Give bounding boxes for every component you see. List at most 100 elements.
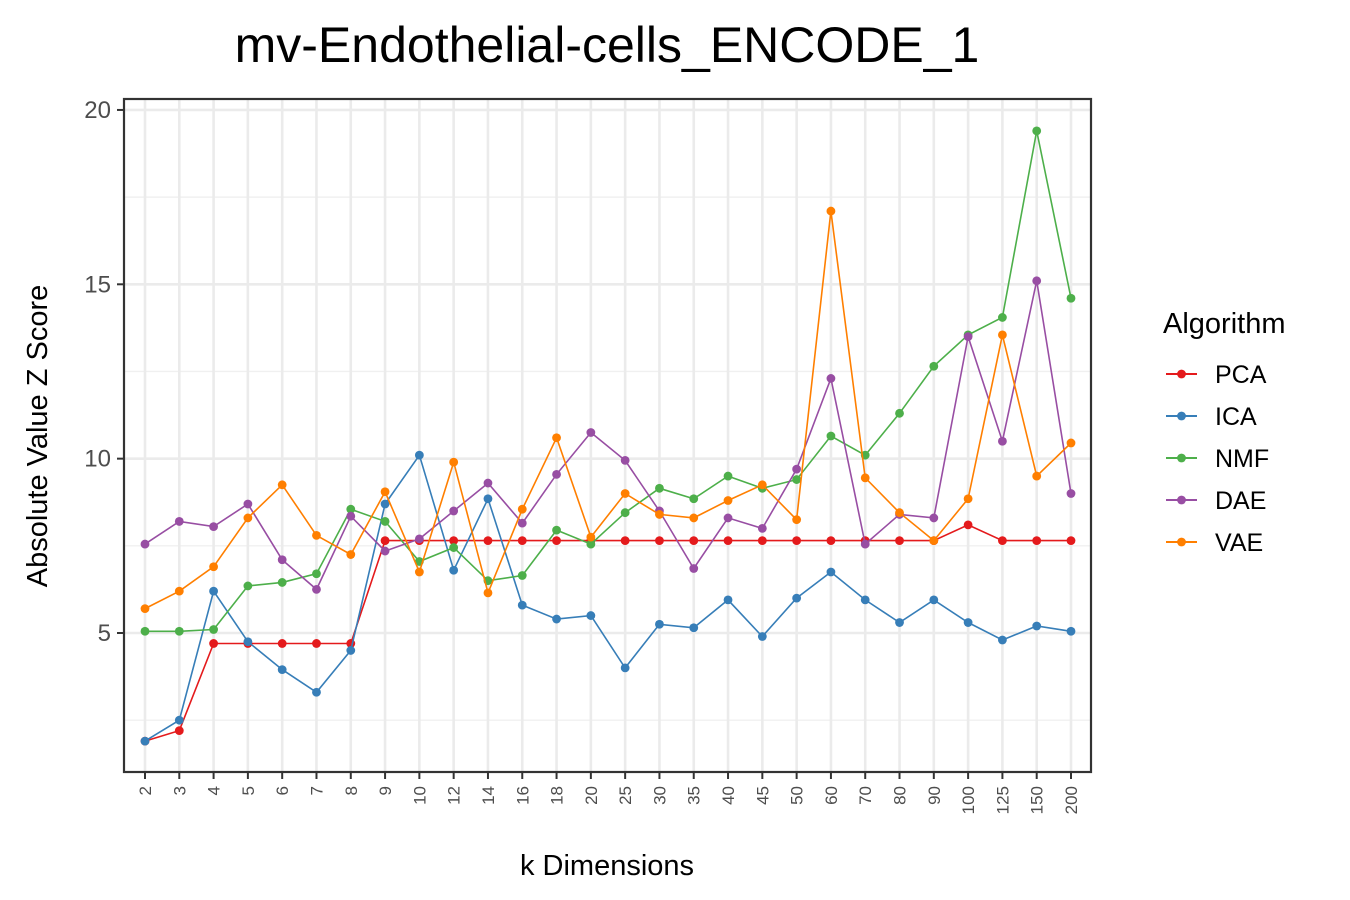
data-point-dae [586, 428, 596, 437]
legend-item-ica: ICA [1166, 403, 1257, 431]
series-line-ica [144, 453, 1072, 742]
legend-label: NMF [1215, 445, 1269, 473]
x-tick-label: 125 [993, 786, 1012, 814]
data-point-pca [380, 536, 390, 545]
data-point-vae [517, 504, 527, 514]
x-tick-label: 150 [1028, 786, 1047, 814]
series-line-pca [144, 524, 1071, 742]
series-dae [140, 276, 1076, 594]
data-point-vae [757, 480, 767, 490]
data-point-dae [414, 534, 424, 544]
x-tick-label: 5 [239, 786, 258, 795]
data-point-dae [757, 523, 767, 533]
data-point-ica [620, 663, 630, 673]
x-tick-label: 100 [959, 786, 978, 814]
series-line-nmf [145, 130, 1072, 633]
data-point-ica [277, 665, 287, 675]
data-point-pca [277, 639, 287, 648]
legend-swatch-point [1177, 411, 1186, 421]
data-point-pca [1032, 536, 1042, 545]
x-tick-label: 80 [891, 786, 910, 805]
data-point-dae [312, 585, 321, 594]
data-point-ica [1032, 621, 1042, 631]
data-point-vae [655, 510, 664, 519]
data-point-vae [209, 562, 218, 572]
series-vae [140, 206, 1076, 613]
legend-label: VAE [1215, 529, 1263, 557]
data-point-pca [1066, 536, 1076, 545]
data-point-ica [449, 565, 459, 575]
data-point-vae [963, 494, 973, 504]
legend-label: ICA [1215, 403, 1257, 431]
data-point-nmf [895, 408, 904, 418]
legend-swatch-point [1177, 537, 1186, 547]
series-line-vae [144, 210, 1072, 610]
data-point-dae [380, 546, 390, 556]
x-tick-label: 50 [788, 786, 807, 805]
x-tick-label: 12 [445, 786, 464, 805]
data-point-vae [243, 513, 253, 523]
legend-swatch-point [1177, 453, 1186, 463]
data-point-nmf [1066, 293, 1076, 303]
x-axis-title: k Dimensions [520, 850, 694, 882]
plot-border [122, 97, 1093, 774]
x-tick-label: 35 [685, 786, 704, 805]
data-point-nmf [140, 626, 150, 636]
data-point-vae [483, 588, 493, 598]
data-point-dae [1032, 276, 1042, 286]
data-point-vae [998, 330, 1007, 340]
data-point-pca [312, 639, 321, 648]
data-point-pca [826, 536, 836, 545]
data-point-dae [517, 518, 527, 528]
data-point-pca [792, 536, 802, 545]
data-point-vae [312, 530, 321, 540]
x-tick-label: 200 [1062, 786, 1081, 814]
data-point-dae [929, 513, 939, 523]
data-point-nmf [552, 525, 561, 535]
data-point-vae [929, 536, 939, 545]
x-tick-label: 45 [753, 786, 772, 805]
data-point-dae [552, 469, 561, 479]
x-tick-label: 70 [856, 786, 875, 805]
data-point-vae [586, 532, 596, 542]
data-point-ica [929, 595, 939, 605]
data-point-nmf [243, 581, 253, 591]
data-point-pca [209, 639, 218, 648]
data-point-ica [414, 450, 424, 460]
data-point-ica [860, 595, 870, 605]
data-point-pca [655, 536, 664, 545]
data-point-ica [209, 586, 218, 596]
data-point-nmf [1032, 126, 1042, 136]
data-point-ica [1066, 626, 1076, 636]
data-point-nmf [689, 494, 699, 504]
data-point-vae [346, 550, 356, 559]
legend-title: Algorithm [1163, 308, 1286, 340]
data-point-ica [380, 499, 390, 509]
series-ica [140, 450, 1076, 746]
data-point-ica [895, 618, 904, 627]
data-point-dae [174, 517, 184, 526]
y-tick-label: 15 [84, 271, 111, 298]
data-point-nmf [380, 517, 390, 526]
data-point-nmf [929, 361, 939, 371]
data-point-vae [449, 457, 459, 467]
data-point-ica [346, 646, 356, 655]
data-point-vae [140, 604, 150, 613]
x-tick-label: 6 [273, 786, 292, 795]
data-point-pca [689, 536, 699, 545]
data-point-dae [689, 564, 699, 573]
x-tick-label: 4 [205, 786, 224, 795]
data-point-ica [826, 567, 836, 577]
legend-items: PCA ICA NMF DAE VAE [1166, 361, 1269, 557]
legend-label: DAE [1215, 487, 1266, 515]
data-point-pca [757, 536, 767, 545]
x-tick-label: 30 [650, 786, 669, 805]
y-axis-title: Absolute Value Z Score [22, 285, 54, 588]
x-tick-label: 8 [342, 786, 361, 795]
data-point-nmf [277, 578, 287, 587]
data-point-dae [826, 374, 836, 383]
data-point-nmf [723, 471, 733, 481]
legend-label: PCA [1215, 361, 1267, 389]
data-point-vae [620, 489, 630, 498]
legend: Algorithm PCA ICA NMF DAE VAE [1163, 308, 1286, 557]
